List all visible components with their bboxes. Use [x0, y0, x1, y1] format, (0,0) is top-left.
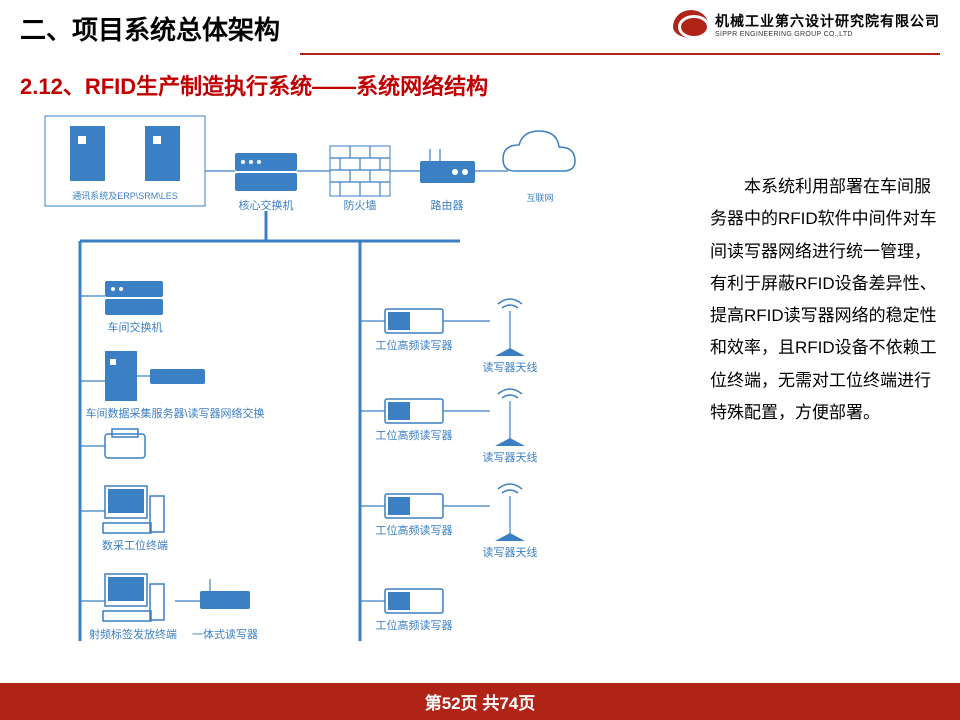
- firewall-icon: [330, 146, 390, 196]
- diagram-label: 核心交换机: [239, 198, 294, 212]
- diagram-label: 一体式读写器: [192, 627, 258, 641]
- main-title: 二、项目系统总体架构: [20, 10, 280, 47]
- diagram-label: 读写器天线: [483, 360, 538, 374]
- section-subtitle: 2.12、RFID生产制造执行系统——系统网络结构: [0, 55, 960, 111]
- diagram-label: 互联网: [526, 193, 553, 203]
- network-diagram: 通讯系统及ERP\SRM\LES 核心交换机 防火墙 路由器: [20, 111, 690, 651]
- company-logo: 机械工业第六设计研究院有限公司 SIPPR ENGINEERING GROUP …: [673, 10, 940, 38]
- diagram-label: 路由器: [431, 198, 464, 212]
- diagram-label: 读写器天线: [483, 545, 538, 559]
- diagram-label: 工位高频读写器: [376, 338, 453, 352]
- diagram-label: 车间数据采集服务器\读写器网络交换: [85, 406, 264, 420]
- diagram-label: 防火墙: [344, 198, 377, 212]
- page-footer: 第52页 共74页: [0, 683, 960, 720]
- diagram-label: 工位高频读写器: [376, 428, 453, 442]
- diagram-label: 通讯系统及ERP\SRM\LES: [72, 190, 178, 201]
- diagram-label: 数采工位终端: [102, 538, 168, 552]
- logo-icon: [673, 10, 709, 38]
- description-text: 本系统利用部署在车间服务器中的RFID软件中间件对车间读写器网络进行统一管理，有…: [710, 111, 940, 651]
- diagram-label: 工位高频读写器: [376, 618, 453, 632]
- logo-text-en: SIPPR ENGINEERING GROUP CO.,LTD: [715, 31, 940, 38]
- diagram-label: 射频标签发放终端: [89, 627, 177, 641]
- diagram-label: 工位高频读写器: [376, 523, 453, 537]
- diagram-label: 读写器天线: [483, 450, 538, 464]
- diagram-label: 车间交换机: [108, 320, 163, 334]
- logo-text-cn: 机械工业第六设计研究院有限公司: [715, 11, 940, 31]
